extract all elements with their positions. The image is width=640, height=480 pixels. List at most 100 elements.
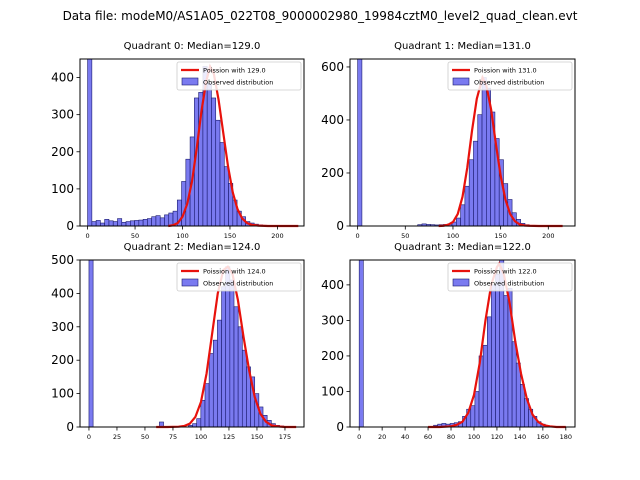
legend: Poission with 124.0 Observed distribution xyxy=(176,262,302,292)
x-tick-label: 0 xyxy=(356,232,360,240)
y-tick-label: 400 xyxy=(51,286,74,300)
legend-observed-swatch xyxy=(452,278,470,287)
legend-frame xyxy=(176,262,302,292)
axes-frame xyxy=(349,58,576,227)
histogram-bar xyxy=(482,344,488,428)
legend-fit-label: Poission with 122.0 xyxy=(474,268,537,276)
histogram-bar xyxy=(192,423,198,428)
x-tick-label: 200 xyxy=(271,232,283,240)
histogram-bar xyxy=(511,341,517,428)
histogram-bar xyxy=(112,221,118,227)
histogram-bar xyxy=(515,362,521,428)
x-tick-label: 20 xyxy=(378,433,386,441)
x-tick-label: 200 xyxy=(542,232,554,240)
histogram-bar xyxy=(121,221,127,227)
axes-frame xyxy=(349,259,576,428)
x-tick-label: 0 xyxy=(87,433,91,441)
legend-frame xyxy=(176,61,302,91)
y-tick-label: 0 xyxy=(336,219,344,233)
x-tick-label: 80 xyxy=(447,433,455,441)
histogram-bar xyxy=(491,284,496,428)
axes-frame xyxy=(79,259,305,428)
histogram-bar xyxy=(219,142,225,227)
histogram-bar xyxy=(211,97,217,227)
histogram-bar xyxy=(104,219,110,227)
quadrant-panel-1: Quadrant 1: Median=131.0 0 50 100 150 200 0 200… xyxy=(321,41,576,240)
figure-suptitle: Data file: modeM0/AS1A05_022T08_90000029… xyxy=(63,9,578,23)
histogram-bar xyxy=(196,418,202,428)
legend-observed-label: Observed distribution xyxy=(203,280,273,288)
histogram-bar xyxy=(229,279,235,428)
histogram-bar xyxy=(142,219,148,227)
x-tick-label: 125 xyxy=(223,433,235,441)
x-tick-label: 25 xyxy=(113,433,121,441)
histogram-bar xyxy=(221,286,227,428)
y-tick-label: 0 xyxy=(66,420,74,434)
histogram-bar xyxy=(138,219,144,227)
histogram-bar xyxy=(470,405,476,428)
histogram-bar xyxy=(204,383,210,428)
histogram-bar xyxy=(237,326,243,428)
quadrant-panel-3: Quadrant 3: Median=122.0 0 20 40 60 80 100 120 1… xyxy=(321,242,576,441)
histogram-bar xyxy=(125,221,131,227)
histogram-bar xyxy=(357,58,363,227)
legend-fit-label: Poission with 131.0 xyxy=(474,67,537,75)
y-tick-label: 200 xyxy=(51,145,74,159)
legend-frame xyxy=(447,262,573,292)
panel-title: Quadrant 1: Median=131.0 xyxy=(394,41,531,52)
y-tick-label: 600 xyxy=(321,60,344,74)
histogram-bar xyxy=(200,399,206,428)
histogram-bar xyxy=(117,218,123,227)
x-tick-label: 60 xyxy=(424,433,432,441)
histogram-bar xyxy=(217,319,222,428)
histogram-bar xyxy=(95,220,101,227)
histogram-bar xyxy=(91,221,97,227)
y-tick-label: 300 xyxy=(321,313,344,327)
legend-observed-label: Observed distribution xyxy=(474,280,544,288)
y-tick-label: 200 xyxy=(321,166,344,180)
x-tick-label: 150 xyxy=(494,232,506,240)
y-tick-label: 300 xyxy=(51,108,74,122)
x-tick-label: 150 xyxy=(251,433,263,441)
histogram-bar xyxy=(233,306,239,428)
histogram-bar xyxy=(456,217,461,227)
y-tick-label: 500 xyxy=(51,253,74,267)
legend-fit-label: Poission with 129.0 xyxy=(203,67,266,75)
quadrant-panel-2: Quadrant 2: Median=124.0 0 25 50 75 100 125 150… xyxy=(51,242,305,441)
x-tick-label: 100 xyxy=(468,433,480,441)
y-tick-label: 100 xyxy=(321,384,344,398)
histogram-bar xyxy=(358,259,364,428)
y-tick-label: 100 xyxy=(51,182,74,196)
y-tick-label: 0 xyxy=(336,420,344,434)
histogram-bar xyxy=(241,349,247,428)
histogram-bar xyxy=(155,215,161,227)
x-tick-label: 50 xyxy=(131,232,139,240)
axes-frame xyxy=(79,58,305,227)
legend: Poission with 129.0 Observed distribution xyxy=(176,61,302,91)
histogram-bar xyxy=(206,82,212,227)
x-tick-label: 100 xyxy=(447,232,459,240)
histogram-bar xyxy=(164,214,170,227)
x-tick-label: 100 xyxy=(195,433,207,441)
y-tick-label: 200 xyxy=(51,353,74,367)
x-tick-label: 150 xyxy=(224,232,236,240)
histogram-bar xyxy=(464,185,470,227)
quadrant-panel-0: Quadrant 0: Median=129.0 0 50 100 150 200 0 100… xyxy=(51,41,305,240)
histogram-bar xyxy=(159,217,165,227)
y-tick-label: 100 xyxy=(51,387,74,401)
y-tick-label: 400 xyxy=(321,113,344,127)
legend-observed-label: Observed distribution xyxy=(474,79,544,87)
histogram-bar xyxy=(88,259,94,428)
x-tick-label: 180 xyxy=(560,433,572,441)
x-tick-label: 40 xyxy=(401,433,409,441)
x-tick-label: 50 xyxy=(401,232,409,240)
y-tick-label: 200 xyxy=(321,349,344,363)
histogram-bar xyxy=(468,159,474,227)
legend-observed-swatch xyxy=(181,278,199,287)
histogram-bar xyxy=(495,273,500,428)
histogram-bar xyxy=(87,58,93,227)
panel-title: Quadrant 3: Median=122.0 xyxy=(394,242,531,253)
panel-title: Quadrant 2: Median=124.0 xyxy=(124,242,261,253)
histogram-bar xyxy=(130,220,135,227)
